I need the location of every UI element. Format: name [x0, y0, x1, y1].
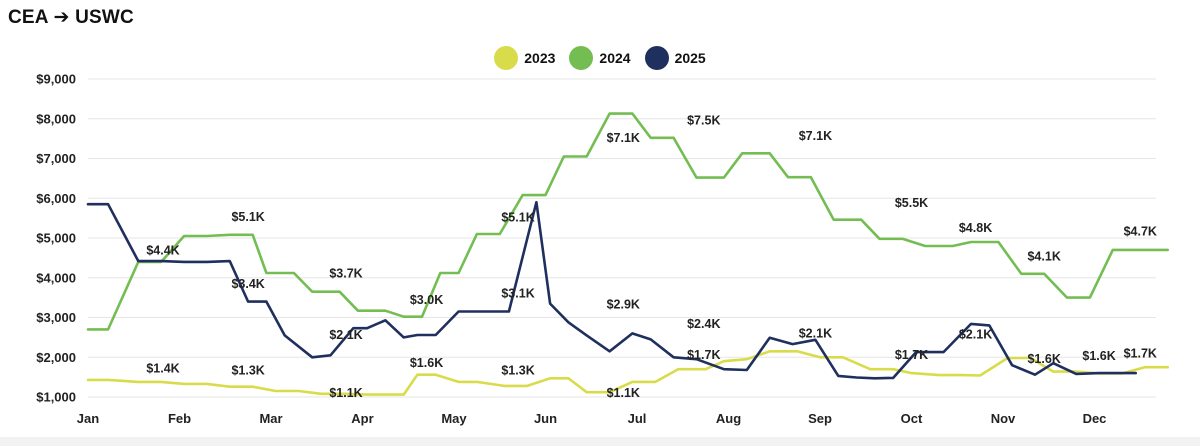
data-label: $1.1K	[607, 386, 640, 400]
y-tick-label: $8,000	[36, 111, 76, 126]
legend-swatch-2025	[644, 46, 669, 70]
legend-label-2025: 2025	[674, 50, 706, 66]
x-tick-label: Jun	[534, 411, 557, 426]
y-tick-label: $4,000	[36, 270, 76, 285]
data-label: $3.0K	[410, 293, 443, 307]
series-line-2024	[86, 112, 1169, 331]
y-tick-label: $7,000	[36, 151, 76, 166]
y-tick-label: $3,000	[36, 310, 76, 325]
data-label: $2.1K	[959, 328, 992, 342]
data-label: $4.7K	[1124, 225, 1157, 239]
data-label: $4.8K	[959, 221, 992, 235]
data-label: $7.1K	[607, 131, 640, 145]
x-tick-label: Jan	[77, 411, 99, 426]
data-label: $1.6K	[1027, 352, 1060, 366]
y-tick-label: $5,000	[36, 231, 76, 246]
data-label: $7.1K	[799, 129, 832, 143]
data-label: $1.7K	[1124, 347, 1157, 361]
bottom-divider	[0, 437, 1200, 446]
x-tick-label: Aug	[716, 411, 741, 426]
x-tick-label: Jul	[628, 411, 647, 426]
x-tick-label: Apr	[351, 411, 373, 426]
data-label: $2.9K	[607, 297, 640, 311]
data-label: $3.4K	[231, 277, 264, 291]
data-label: $5.1K	[501, 210, 534, 224]
data-label: $1.4K	[146, 361, 179, 375]
data-label: $4.4K	[146, 244, 179, 258]
y-tick-label: $9,000	[36, 72, 76, 87]
x-tick-label: Sep	[808, 411, 832, 426]
series-line-2023	[86, 349, 1169, 396]
legend-item-2025[interactable]: 2025	[644, 46, 706, 70]
legend-label-2024: 2024	[599, 50, 631, 66]
x-tick-label: May	[441, 411, 467, 426]
legend-swatch-2023	[494, 46, 519, 70]
data-label: $1.6K	[1082, 349, 1115, 363]
y-tick-label: $1,000	[36, 390, 76, 405]
legend-label-2023: 2023	[524, 50, 556, 66]
series-line-2025	[86, 200, 1137, 380]
x-tick-label: Mar	[259, 411, 282, 426]
legend: 2023 2024 2025	[0, 46, 1200, 70]
data-label: $2.1K	[329, 328, 362, 342]
data-label: $5.1K	[231, 210, 264, 224]
legend-swatch-2024	[569, 46, 594, 70]
x-tick-label: Dec	[1083, 411, 1107, 426]
x-tick-label: Feb	[168, 411, 191, 426]
data-label: $4.1K	[1027, 250, 1060, 264]
legend-item-2023[interactable]: 2023	[494, 46, 555, 70]
chart-title: CEA ➔ USWC	[8, 7, 134, 28]
data-label: $3.7K	[329, 266, 362, 280]
data-label: $1.7K	[895, 348, 928, 362]
data-label: $7.5K	[687, 113, 720, 127]
data-label: $2.1K	[799, 326, 832, 340]
legend-item-2024[interactable]: 2024	[569, 46, 631, 70]
y-tick-label: $2,000	[36, 350, 76, 365]
data-label: $1.6K	[410, 356, 443, 370]
data-label: $1.1K	[329, 386, 362, 400]
data-label: $1.3K	[501, 364, 534, 378]
x-tick-label: Nov	[991, 411, 1016, 426]
data-label: $1.7K	[687, 348, 720, 362]
y-tick-label: $6,000	[36, 191, 76, 206]
data-label: $5.5K	[895, 196, 928, 210]
data-label: $2.4K	[687, 317, 720, 331]
x-tick-label: Oct	[901, 411, 923, 426]
data-label: $1.3K	[231, 364, 264, 378]
data-label: $3.1K	[501, 287, 534, 301]
